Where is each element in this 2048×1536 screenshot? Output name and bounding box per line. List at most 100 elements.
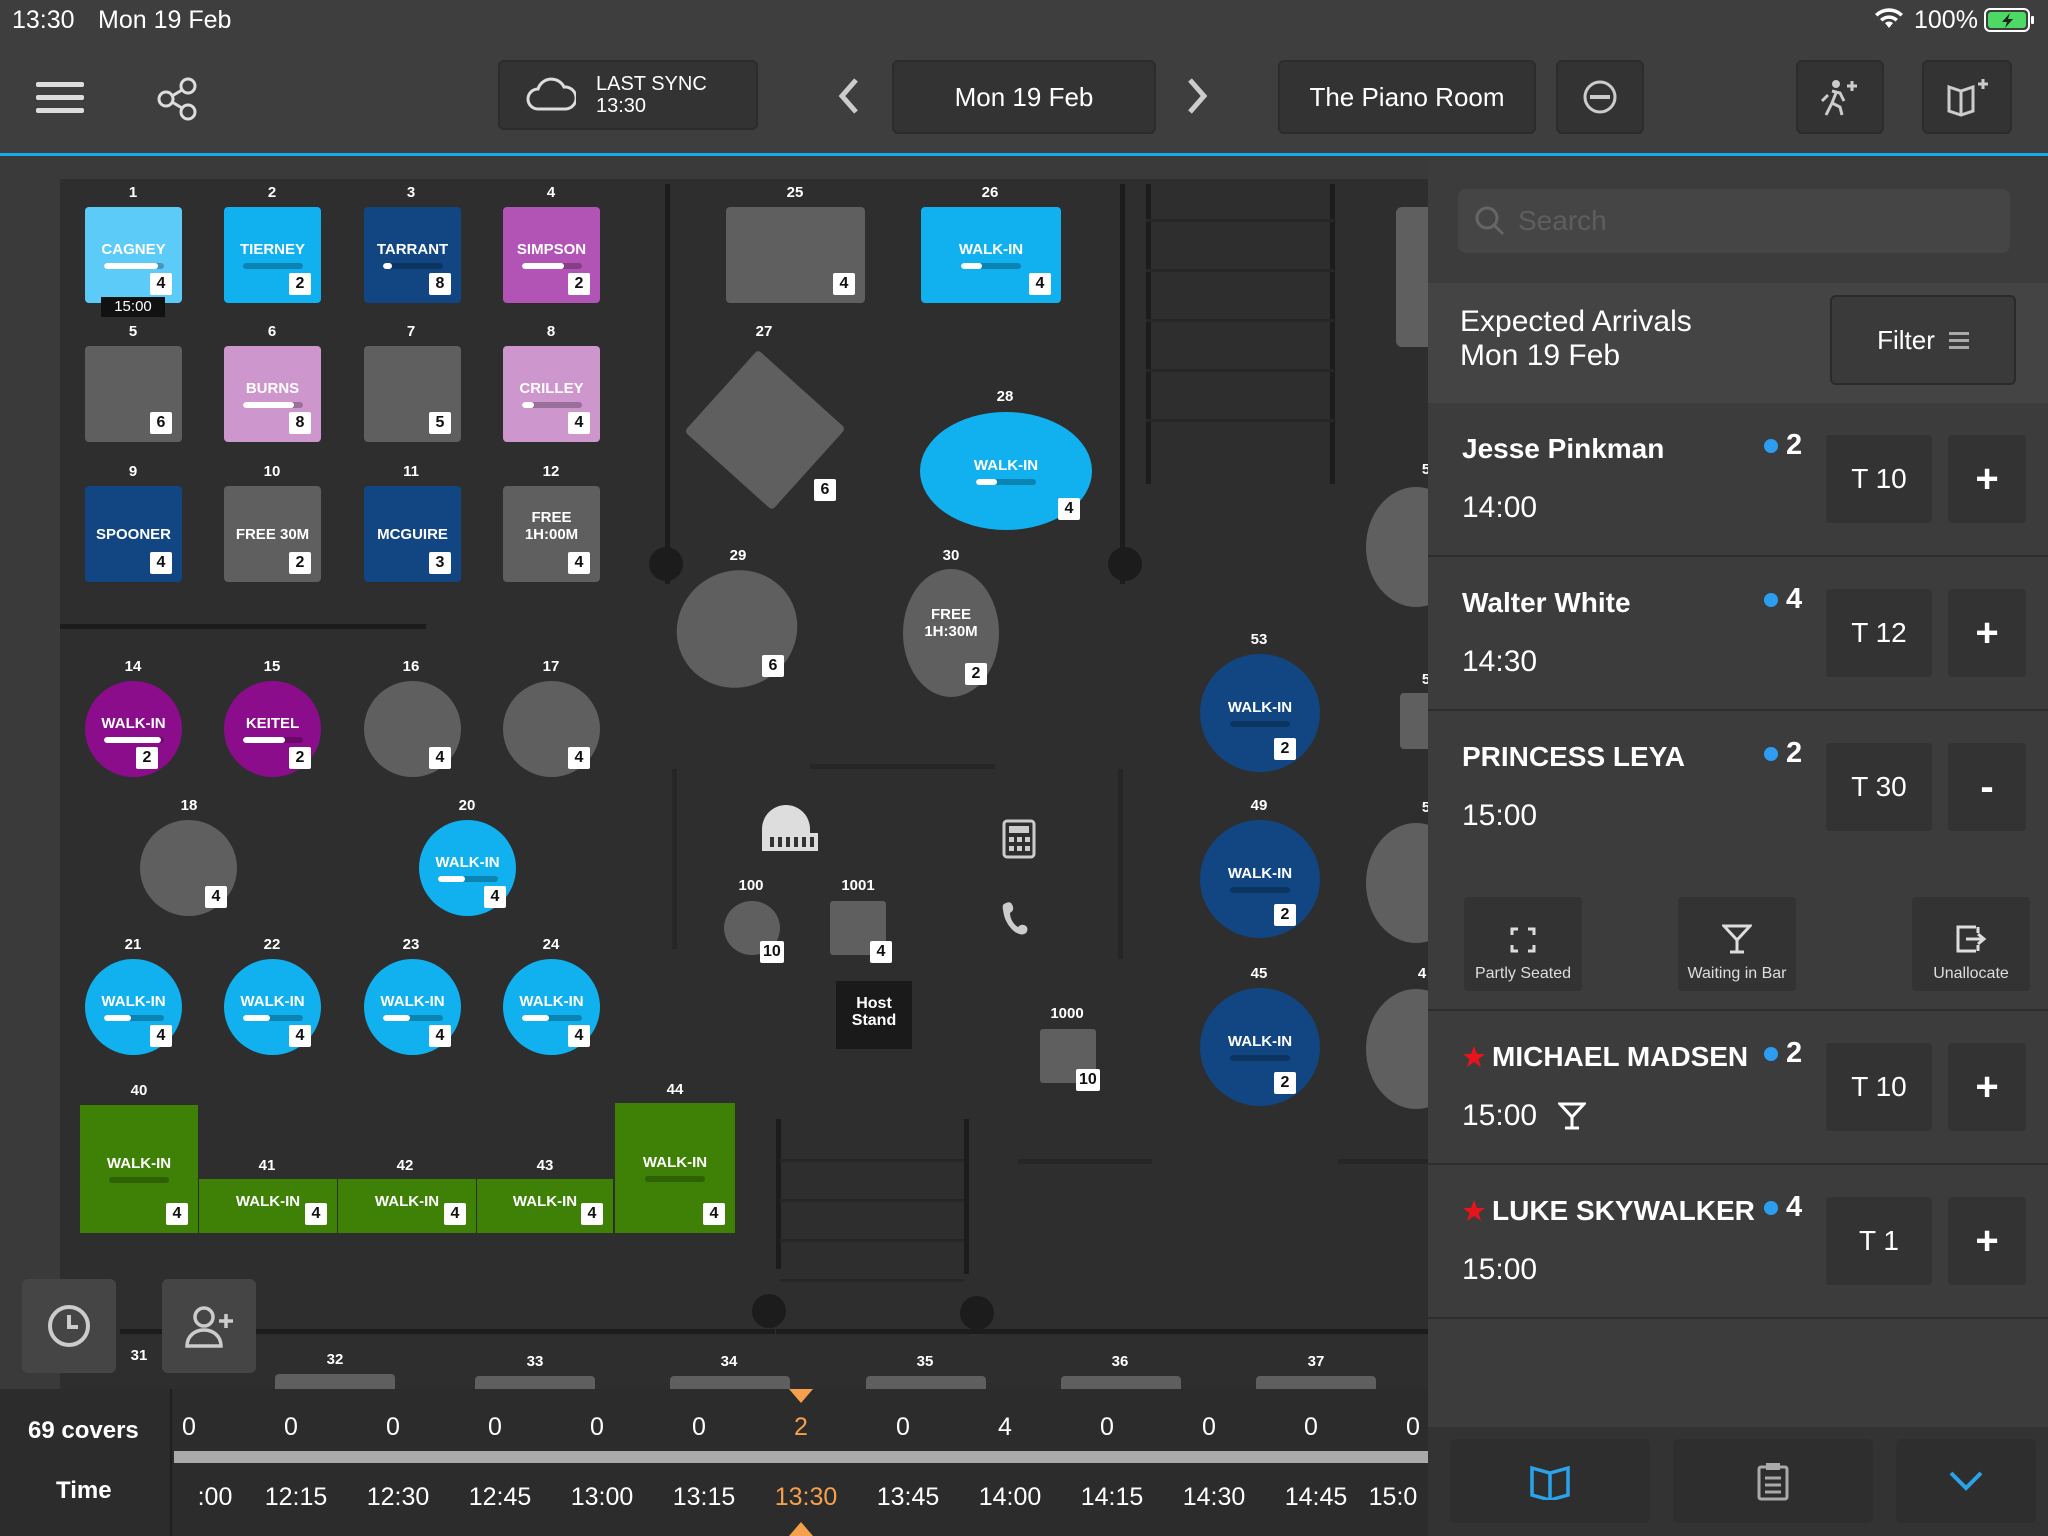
table-30[interactable]: FREE 1H:30M 2 <box>903 569 999 697</box>
table-42[interactable]: WALK-IN 4 <box>338 1179 476 1233</box>
arrivals-title: Expected Arrivals <box>1460 305 1692 338</box>
wall <box>1146 184 1151 484</box>
table-8[interactable]: CRILLEY 4 <box>503 346 600 442</box>
table-14[interactable]: WALK-IN 2 <box>85 681 182 777</box>
assign-table-button[interactable]: T 1 <box>1826 1197 1932 1285</box>
collapse-button[interactable] <box>1896 1439 2036 1523</box>
notes-tab-button[interactable] <box>1673 1439 1873 1523</box>
add-booking-button[interactable] <box>1922 60 2012 134</box>
table-45[interactable]: WALK-IN 2 <box>1200 988 1320 1106</box>
block-button[interactable] <box>1556 60 1644 134</box>
table-number: 4 <box>1417 965 1427 982</box>
table-22[interactable]: WALK-IN 4 <box>224 959 321 1055</box>
table-28[interactable]: WALK-IN 4 <box>920 412 1092 530</box>
timeline-count: 0 <box>1202 1413 1216 1441</box>
table-9[interactable]: SPOONER 4 <box>85 486 182 582</box>
unallocate-button[interactable]: Unallocate <box>1912 897 2030 991</box>
seat-button[interactable]: + <box>1948 589 2026 677</box>
table-40[interactable]: WALK-IN 4 <box>80 1105 198 1233</box>
table-number: 21 <box>124 936 142 953</box>
arrivals-header: Expected Arrivals Mon 19 Feb Filter <box>1428 283 2048 403</box>
seat-button[interactable]: + <box>1948 1197 2026 1285</box>
waiting-in-bar-button[interactable]: Waiting in Bar <box>1678 897 1796 991</box>
table-partial[interactable] <box>475 1376 595 1389</box>
assign-table-button[interactable]: T 12 <box>1826 589 1932 677</box>
arrival-row[interactable]: Jesse Pinkman 14:00 2 T 10 + <box>1428 403 2048 557</box>
party-size: 2 <box>1786 737 1803 769</box>
table-1[interactable]: CAGNEY 4 <box>85 207 182 303</box>
arrival-time: 14:00 <box>1462 491 1538 524</box>
table-partial[interactable] <box>866 1376 986 1389</box>
table-24[interactable]: WALK-IN 4 <box>503 959 600 1055</box>
bookings-tab-button[interactable] <box>1450 1439 1650 1523</box>
table-number: 36 <box>1111 1353 1129 1370</box>
partly-seated-button[interactable]: Partly Seated <box>1464 897 1582 991</box>
timeline-time: 14:00 <box>978 1483 1042 1511</box>
filter-button[interactable]: Filter <box>1830 295 2016 385</box>
assign-table-button[interactable]: T 10 <box>1826 435 1932 523</box>
hamburger-menu-icon[interactable] <box>36 80 84 116</box>
table-53[interactable]: WALK-IN 2 <box>1200 654 1320 772</box>
search-field[interactable]: Search <box>1458 189 2010 253</box>
unallocate-icon <box>1956 925 1987 953</box>
table-4[interactable]: SIMPSON 2 <box>503 207 600 303</box>
seat-button[interactable]: + <box>1948 1043 2026 1131</box>
history-button[interactable] <box>22 1279 116 1373</box>
table-23[interactable]: WALK-IN 4 <box>364 959 461 1055</box>
table-partial[interactable] <box>670 1376 790 1389</box>
table-43[interactable]: WALK-IN 4 <box>477 1179 613 1233</box>
add-guest-button[interactable] <box>162 1279 256 1373</box>
wall <box>672 769 677 949</box>
table-17[interactable]: 4 <box>503 681 600 777</box>
table-partial[interactable] <box>1400 693 1428 749</box>
chevron-left-icon[interactable] <box>836 76 860 116</box>
assign-table-button[interactable]: T 30 <box>1826 743 1932 831</box>
table-10[interactable]: FREE 30M 2 <box>224 486 321 582</box>
table-25[interactable]: 4 <box>726 207 865 303</box>
table-15[interactable]: KEITEL 2 <box>224 681 321 777</box>
table-number: 7 <box>406 323 416 340</box>
table-1001-covers: 4 <box>870 941 892 963</box>
unseat-button[interactable]: - <box>1948 743 2026 831</box>
share-icon[interactable] <box>156 77 200 121</box>
table-number: 28 <box>996 388 1014 405</box>
sync-button[interactable]: LAST SYNC 13:30 <box>498 60 758 130</box>
table-partial[interactable] <box>1061 1376 1181 1389</box>
add-walk-in-button[interactable] <box>1796 60 1884 134</box>
table-5[interactable]: 6 <box>85 346 182 442</box>
table-partial[interactable] <box>275 1374 395 1389</box>
arrival-row[interactable]: MICHAEL MADSEN 15:00 2 T 10 + <box>1428 1011 2048 1165</box>
room-selector-button[interactable]: The Piano Room <box>1278 60 1536 134</box>
table-number: 24 <box>542 936 560 953</box>
table-29-covers: 6 <box>762 655 784 677</box>
table-44[interactable]: WALK-IN 4 <box>615 1103 735 1233</box>
date-button[interactable]: Mon 19 Feb <box>892 60 1156 134</box>
table-7[interactable]: 5 <box>364 346 461 442</box>
book-icon <box>1530 1465 1570 1500</box>
table-partial[interactable] <box>1396 207 1428 347</box>
arrival-row[interactable]: Walter White 14:30 4 T 12 + <box>1428 557 2048 711</box>
table-41[interactable]: WALK-IN 4 <box>199 1179 337 1233</box>
party-dot-icon <box>1764 438 1778 453</box>
arrival-row-expanded[interactable]: PRINCESS LEYA 15:00 2 T 30 - Partly Seat… <box>1428 711 2048 1011</box>
guest-name: LUKE SKYWALKER <box>1492 1195 1755 1226</box>
covers-timeline[interactable]: 69 covers Time 0 0 0 0 0 0 2 0 4 0 0 0 0… <box>0 1389 1428 1536</box>
arrival-row[interactable]: LUKE SKYWALKER 15:00 4 T 1 + <box>1428 1165 2048 1319</box>
table-26[interactable]: WALK-IN 4 <box>921 207 1061 303</box>
table-21[interactable]: WALK-IN 4 <box>85 959 182 1055</box>
table-18[interactable]: 4 <box>140 820 237 916</box>
table-16[interactable]: 4 <box>364 681 461 777</box>
chevron-right-icon[interactable] <box>1186 76 1210 116</box>
table-2[interactable]: TIERNEY 2 <box>224 207 321 303</box>
table-11[interactable]: MCGUIRE 3 <box>364 486 461 582</box>
table-6[interactable]: BURNS 8 <box>224 346 321 442</box>
table-12[interactable]: FREE 1H:00M 4 <box>503 486 600 582</box>
table-20[interactable]: WALK-IN 4 <box>419 820 516 916</box>
assign-table-button[interactable]: T 10 <box>1826 1043 1932 1131</box>
table-number: 49 <box>1250 797 1268 814</box>
table-3[interactable]: TARRANT 8 <box>364 207 461 303</box>
table-partial[interactable] <box>1256 1376 1376 1389</box>
table-49[interactable]: WALK-IN 2 <box>1200 820 1320 938</box>
seat-button[interactable]: + <box>1948 435 2026 523</box>
timeline-count: 0 <box>1406 1413 1420 1441</box>
